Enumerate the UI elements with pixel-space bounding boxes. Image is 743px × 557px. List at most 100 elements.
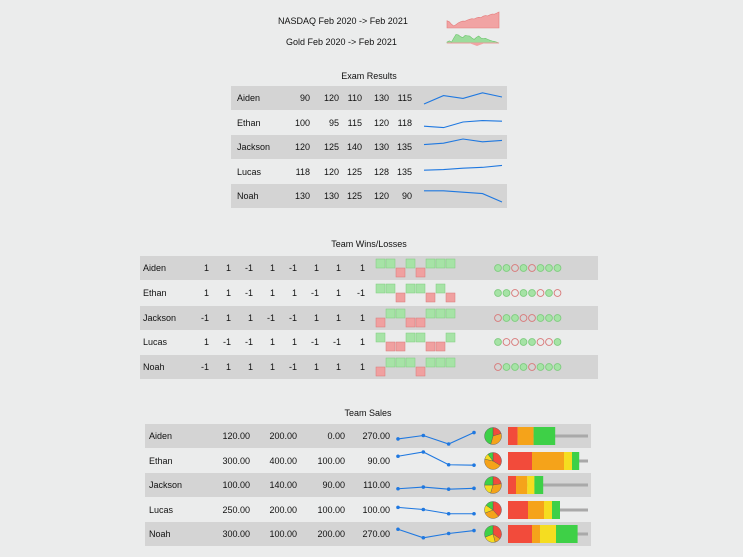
exam-row: Lucas 118 120 125 128 135 xyxy=(231,160,507,184)
sales-point xyxy=(446,462,451,467)
win-bar xyxy=(425,258,436,269)
win-bar xyxy=(405,333,416,343)
wins-row: Lucas 1 -1 -1 1 1 -1 -1 1 xyxy=(140,330,598,354)
sales-point xyxy=(472,430,476,435)
win-dot xyxy=(553,338,562,347)
result-cell: 1 xyxy=(269,287,275,298)
sales-pie xyxy=(484,451,502,470)
pie-slice xyxy=(487,451,494,462)
win-bar xyxy=(445,308,456,318)
student-name: Aiden xyxy=(237,93,261,103)
score-cell: 118 xyxy=(397,117,412,128)
nasdaq-sparkline xyxy=(446,11,500,29)
score-cell: 110 xyxy=(347,93,362,103)
stacked-bar-segment xyxy=(516,476,528,495)
exam-sparkline-line xyxy=(423,92,503,105)
loss-dot xyxy=(502,338,511,347)
stacked-bar-segment xyxy=(540,525,556,544)
sales-value: 120.00 xyxy=(222,431,250,441)
sales-stacked-bar xyxy=(508,500,588,519)
loss-dot xyxy=(511,288,519,297)
sales-point xyxy=(472,486,476,491)
nasdaq-area xyxy=(446,11,500,29)
win-bar xyxy=(375,258,386,269)
sales-stacked-bar xyxy=(508,451,588,470)
result-cell: -1 xyxy=(222,337,231,348)
score-cell: 125 xyxy=(346,191,362,202)
win-bar xyxy=(385,308,396,318)
result-cell: 1 xyxy=(335,263,341,273)
result-cell: 1 xyxy=(335,362,341,373)
stacked-bar-segment xyxy=(528,500,544,519)
stacked-bar-segment xyxy=(556,525,578,544)
score-cell: 130 xyxy=(373,142,389,153)
loss-bar xyxy=(405,317,416,327)
win-bar xyxy=(385,357,396,368)
sales-value: 300.00 xyxy=(222,455,250,466)
win-bar xyxy=(435,357,446,368)
sales-row: Aiden 120.00 200.00 0.00 270.00 xyxy=(145,424,591,448)
result-cell: 1 xyxy=(313,263,319,273)
loss-dot xyxy=(494,363,502,372)
score-cell: 125 xyxy=(346,166,362,177)
result-cell: -1 xyxy=(266,312,275,323)
sales-point xyxy=(421,507,426,512)
result-cell: 1 xyxy=(203,287,209,298)
pie-slice xyxy=(485,501,494,511)
win-dot xyxy=(519,363,528,372)
sales-value: 250.00 xyxy=(222,504,250,515)
result-cell: 1 xyxy=(247,362,253,373)
sales-point xyxy=(396,527,400,532)
win-dot xyxy=(528,338,536,347)
loss-dot xyxy=(528,264,536,272)
win-bar xyxy=(385,258,396,269)
team-name: Jackson xyxy=(143,312,177,323)
result-cell: 1 xyxy=(359,263,365,273)
win-loss-bars xyxy=(375,283,456,303)
win-bar xyxy=(405,283,416,294)
loss-bar xyxy=(415,267,426,278)
result-cell: 1 xyxy=(225,312,231,323)
win-bar xyxy=(435,258,446,269)
win-dot xyxy=(494,288,502,297)
team-name: Lucas xyxy=(149,504,174,515)
loss-bar xyxy=(425,292,436,303)
win-dot xyxy=(511,313,519,322)
win-loss-bars xyxy=(375,258,456,278)
win-dot xyxy=(545,363,553,372)
sales-sparkline-line xyxy=(397,451,475,466)
sales-pie xyxy=(484,501,502,519)
score-cell: 130 xyxy=(373,93,389,103)
pie-slice xyxy=(484,427,494,445)
stacked-bar-segment xyxy=(552,500,560,519)
stacked-bar-segment xyxy=(544,500,552,519)
stacked-bar-segment xyxy=(532,525,540,544)
wins-row: Ethan 1 1 -1 1 1 -1 1 -1 xyxy=(140,281,598,305)
win-loss-dots xyxy=(494,264,562,272)
win-bar xyxy=(395,357,406,368)
loss-dot xyxy=(511,338,519,347)
exam-sparkline xyxy=(423,92,503,105)
win-loss-dots xyxy=(494,313,562,322)
exam-sparkline-line xyxy=(424,190,503,203)
win-bar xyxy=(405,258,416,269)
sales-sparkline-line xyxy=(397,486,475,490)
gold-sparkline xyxy=(446,34,500,46)
exam-sparkline xyxy=(424,190,503,203)
exam-row: Aiden 90 120 110 130 115 xyxy=(231,86,507,110)
score-cell: 125 xyxy=(323,142,339,153)
result-cell: -1 xyxy=(200,362,209,373)
result-cell: -1 xyxy=(356,287,365,298)
sales-pie xyxy=(484,427,502,445)
win-dot xyxy=(502,363,511,372)
stacked-bar-segment xyxy=(508,525,532,544)
sales-pie xyxy=(484,476,502,494)
sales-point xyxy=(421,536,426,540)
stacked-bar-segment xyxy=(527,476,535,495)
result-cell: -1 xyxy=(310,337,319,348)
gold-area xyxy=(446,34,500,44)
team-name: Jackson xyxy=(149,480,183,491)
sales-sparkline xyxy=(396,505,476,516)
sales-point xyxy=(396,454,400,458)
sales-stacked-bar xyxy=(508,525,588,544)
